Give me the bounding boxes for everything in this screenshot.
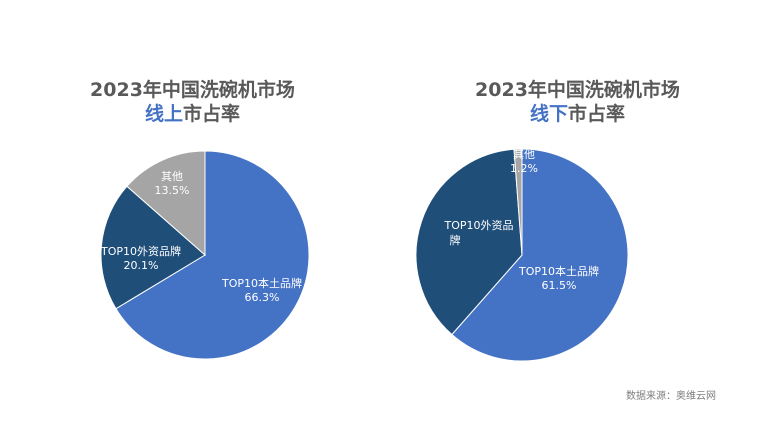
online-share-chart: 2023年中国洗碗机市场 线上市占率 TOP10本土品牌 66.3% TOP10外资… xyxy=(0,79,385,360)
slice-label: 其他 1.2% xyxy=(510,148,538,175)
source-note: 数据来源：奥维云网 xyxy=(626,391,716,402)
slice-name: 其他 xyxy=(513,148,535,161)
chart-subtitle: 线上市占率 xyxy=(0,102,385,126)
slice-name: TOP10外资品牌 xyxy=(100,244,181,258)
slice-label: TOP10本土品牌 61.5% xyxy=(518,264,599,292)
slice-name: 其他 xyxy=(161,170,183,183)
slice-label: TOP10外资品牌 xyxy=(443,219,513,247)
slice-name: TOP10本土品牌 xyxy=(518,264,599,278)
pie-chart-online: TOP10本土品牌 66.3% TOP10外资品牌 20.1% 其他 13.5% xyxy=(100,150,310,360)
pie-slice xyxy=(451,148,629,362)
chart-title: 2023年中国洗碗机市场 xyxy=(475,79,680,101)
slice-label: TOP10本土品牌 66.3% xyxy=(221,276,302,304)
pie-slice xyxy=(115,150,310,360)
slice-value: 1.2% xyxy=(510,162,538,175)
subtitle-highlight: 线下 xyxy=(529,103,568,125)
pie-slice xyxy=(513,148,523,256)
slice-name: TOP10外资品 xyxy=(443,219,513,232)
subtitle-highlight: 线上 xyxy=(144,103,183,125)
pie-slice xyxy=(126,150,206,257)
slice-value: 66.3% xyxy=(245,291,280,304)
pie-slice xyxy=(100,185,206,310)
slice-name-wrap: 牌 xyxy=(450,233,461,247)
slice-value: 61.5% xyxy=(542,279,577,292)
offline-share-chart: 2023年中国洗碗机市场 线下市占率 TOP10本土品牌 61.5% TOP10外资… xyxy=(385,0,770,427)
slice-label: TOP10外资品牌 20.1% xyxy=(100,244,181,272)
slice-name: TOP10本土品牌 xyxy=(221,276,302,290)
subtitle-rest: 市占率 xyxy=(568,103,626,125)
subtitle-rest: 市占率 xyxy=(183,103,241,125)
slice-value: 20.1% xyxy=(124,259,159,272)
slice-label: 其他 13.5% xyxy=(155,170,190,197)
pie-slice xyxy=(415,148,523,336)
chart-subtitle: 线下市占率 xyxy=(385,102,770,126)
slice-value: 13.5% xyxy=(155,184,190,197)
chart-title: 2023年中国洗碗机市场 xyxy=(90,79,295,101)
